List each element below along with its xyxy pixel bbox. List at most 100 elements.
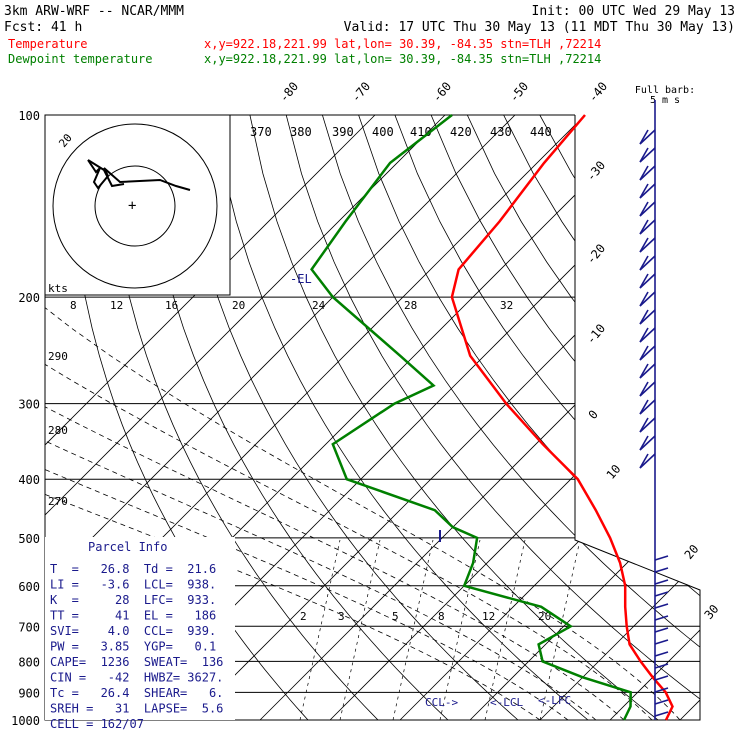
barb — [654, 651, 669, 657]
dry-adiabat-330 — [358, 115, 700, 720]
right-temp-label-6: 30 — [702, 602, 722, 622]
right-temp-label-2: -10 — [584, 321, 609, 347]
mixing-ratio-20 — [539, 539, 581, 720]
parcel-row-0: T = 26.8 Td = 21.6 — [50, 562, 216, 576]
top-temp-label-4: -40 — [586, 79, 611, 105]
pressure-label-600: 600 — [18, 580, 40, 594]
pressure-label-200: 200 — [18, 291, 40, 305]
barb-flag — [639, 345, 649, 361]
dewpoint-location: x,y=922.18,221.99 lat,lon= 30.39, -84.35… — [204, 52, 601, 66]
isotherm--100 — [45, 115, 376, 720]
isotherm--80 — [45, 115, 516, 720]
barb-flag — [639, 291, 649, 307]
pressure-label-400: 400 — [18, 473, 40, 487]
top-temp-label-3: -50 — [507, 79, 532, 105]
barb-legend-2: 5 m s — [650, 95, 680, 106]
theta-label-400: 400 — [372, 125, 394, 139]
barb — [639, 453, 656, 469]
barb — [639, 309, 656, 325]
temperature-location: x,y=922.18,221.99 lat,lon= 30.39, -84.35… — [204, 37, 601, 51]
barb — [639, 237, 656, 253]
dry-adiabat-380 — [539, 115, 700, 720]
right-temp-label-5: 20 — [682, 542, 702, 562]
barb-flag — [639, 183, 649, 199]
hodo-speed-label-32: 32 — [500, 299, 513, 312]
mixing-ratio-8 — [439, 539, 481, 720]
barb — [639, 327, 656, 343]
barb-flag — [639, 237, 649, 253]
barb — [654, 687, 669, 693]
isotherm-30 — [679, 115, 700, 720]
dry-adiabat-290 — [213, 115, 589, 720]
barb — [639, 291, 656, 307]
isotherm--10 — [399, 115, 700, 720]
model-title: 3km ARW-WRF -- NCAR/MMM — [4, 4, 184, 19]
hodo-speed-label-28: 28 — [404, 299, 417, 312]
theta-label-380: 380 — [290, 125, 312, 139]
barb — [639, 363, 656, 379]
pressure-label-100: 100 — [18, 109, 40, 123]
hodo-kts-label: kts — [48, 282, 68, 295]
mixing-ratio-3 — [339, 539, 381, 720]
hodo-speed-label-12: 12 — [110, 299, 123, 312]
moist-adiabat-30 — [45, 296, 681, 720]
barb-flag — [639, 147, 649, 163]
theta-label-390: 390 — [332, 125, 354, 139]
dewpoint-legend: Dewpoint temperature — [8, 52, 153, 66]
isotherm-0 — [469, 115, 700, 720]
mixing-ratio-2 — [299, 539, 341, 720]
lcl-label: <-LCL — [490, 696, 523, 709]
barb-flag — [639, 399, 649, 415]
barb-flag — [639, 219, 649, 235]
mixing-ratio-label-2: 2 — [300, 610, 307, 623]
barb — [639, 129, 656, 145]
dry-adiabat-430 — [721, 115, 740, 720]
temperature-legend: Temperature — [8, 37, 87, 51]
barb-flag — [639, 453, 649, 469]
barb-flag — [639, 273, 649, 289]
barb-flag — [639, 363, 649, 379]
lfc-label: <-LFC — [538, 694, 571, 707]
parcel-row-8: Tc = 26.4 SHEAR= 6. — [50, 686, 223, 700]
top-temp-label-1: -70 — [349, 79, 374, 105]
right-temp-label-0: -30 — [584, 158, 609, 184]
lower-theta-label-270: 270 — [48, 495, 68, 508]
barb — [639, 183, 656, 199]
barb — [654, 579, 669, 585]
mixing-ratio-label-20: 20 — [538, 610, 551, 623]
parcel-row-1: LI = -3.6 LCL= 938. — [50, 578, 216, 592]
dry-adiabat-300 — [249, 115, 659, 720]
barb-flag — [639, 129, 649, 145]
mixing-ratio-label-5: 5 — [392, 610, 399, 623]
barb-flag — [639, 327, 649, 343]
hodo-speed-label-24: 24 — [312, 299, 326, 312]
barb — [654, 699, 669, 705]
pressure-label-500: 500 — [18, 532, 40, 546]
parcel-info: Parcel Info T = 26.8 Td = 21.6 LI = -3.6 … — [45, 537, 235, 731]
barb — [639, 219, 656, 235]
el-label: -EL — [290, 272, 312, 286]
dry-adiabat-270 — [140, 115, 449, 720]
parcel-row-5: PW = 3.85 YGP= 0.1 — [50, 640, 216, 654]
barb-flag — [639, 417, 649, 433]
top-temp-label-0: -80 — [277, 79, 302, 105]
hodo-speed-label-16: 16 — [165, 299, 178, 312]
dry-adiabat-340 — [394, 115, 700, 720]
dry-adiabat-350 — [430, 115, 700, 720]
valid-time: Valid: 17 UTC Thu 30 May 13 (11 MDT Thu … — [344, 20, 735, 35]
parcel-row-7: CIN = -42 HWBZ= 3627. — [50, 671, 223, 685]
isotherm--30 — [259, 115, 700, 720]
dry-adiabat-310 — [285, 115, 700, 720]
forecast-hour: Fcst: 41 h — [4, 20, 82, 35]
theta-label-420: 420 — [450, 125, 472, 139]
dry-adiabat-280 — [177, 115, 519, 720]
barb — [654, 663, 669, 669]
parcel-row-6: CAPE= 1236 SWEAT= 136 — [50, 655, 223, 669]
barb-flag — [639, 309, 649, 325]
barb — [654, 603, 669, 609]
hodo-speed-labels: 8 12 16 20 24 28 32 — [70, 299, 513, 312]
barb — [654, 615, 669, 621]
parcel-info-title: Parcel Info — [88, 540, 167, 554]
pressure-label-700: 700 — [18, 620, 40, 634]
mixing-ratio-5 — [392, 539, 434, 720]
